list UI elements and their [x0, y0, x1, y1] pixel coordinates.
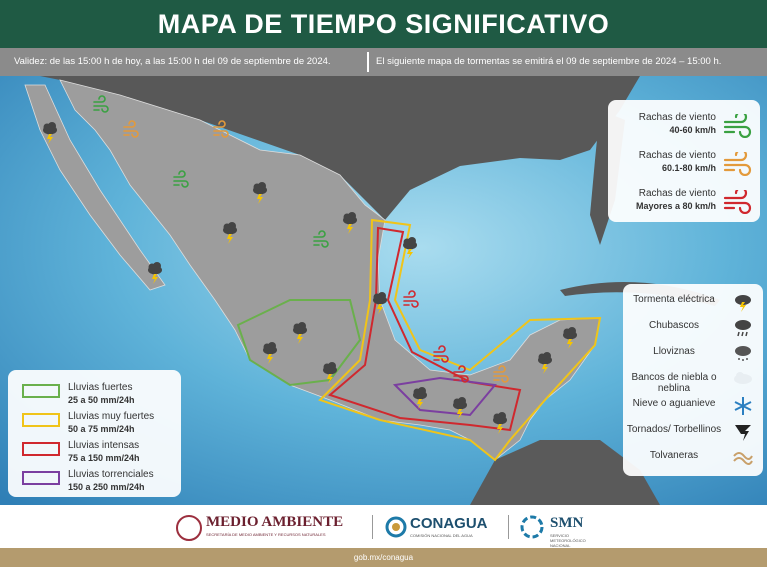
rain-swatch: [22, 384, 60, 398]
phenomena-legend: Tormenta eléctrica Chubascos Lloviznas Banc…: [623, 284, 763, 476]
separator: [508, 515, 509, 539]
wind-range: 40-60 km/h: [669, 125, 716, 135]
zone-yellow: [318, 218, 602, 462]
rain-text: Lluvias fuertes 25 a 50 mm/24h: [68, 382, 188, 407]
validity-left: Validez: de las 15:00 h de hoy, a las 15…: [14, 56, 331, 67]
rain-swatch: [22, 442, 60, 456]
rain-label: Lluvias fuertes: [68, 382, 133, 393]
legend-icon: [722, 148, 752, 181]
legend-icon: [731, 316, 755, 345]
zone-green: [236, 299, 362, 387]
zone-red: [328, 226, 522, 432]
wind-label: Rachas de viento: [638, 188, 716, 199]
rain-text: Lluvias intensas 75 a 150 mm/24h: [68, 440, 188, 465]
logo-sub: COMISIÓN NACIONAL DEL AGUA: [410, 533, 473, 538]
usa: [40, 76, 640, 220]
logo-sub: SERVICIO METEOROLÓGICO NACIONAL: [550, 533, 586, 548]
bottom-bar: gob.mx/conagua: [0, 548, 767, 567]
logo-sub: SECRETARÍA DE MEDIO AMBIENTE Y RECURSOS …: [206, 532, 326, 537]
validity-bar: Validez: de las 15:00 h de hoy, a las 15…: [0, 48, 767, 76]
legend-icon: [722, 110, 752, 143]
logo-icon: [520, 515, 544, 539]
rain-swatch: [22, 471, 60, 485]
rain-text: Lluvias torrenciales 150 a 250 mm/24h: [68, 469, 188, 494]
separator: [367, 52, 369, 72]
rain-range: 150 a 250 mm/24h: [68, 482, 145, 492]
phenomenon-label: Nieve o aguanieve: [632, 398, 716, 409]
legend-icon: [731, 290, 755, 319]
legend-icon: [731, 420, 755, 449]
rain-text: Lluvias muy fuertes 50 a 75 mm/24h: [68, 411, 188, 436]
legend-icon: [731, 342, 755, 371]
phenomenon-label: Tolvaneras: [649, 450, 699, 461]
cuba: [560, 282, 720, 306]
baja-california: [24, 84, 166, 291]
rain-range: 25 a 50 mm/24h: [68, 395, 135, 405]
wind-label: Rachas de viento: [638, 150, 716, 161]
logo-text: CONAGUA: [410, 515, 488, 532]
wind-label: Rachas de viento: [638, 112, 716, 123]
legend-icon: [731, 394, 755, 423]
phenomenon-label: Tormenta eléctrica: [633, 294, 715, 305]
central-america: [470, 440, 660, 505]
logo-text: SMN: [550, 515, 584, 531]
wind-entry: Rachas de viento 60.1-80 km/h: [639, 150, 716, 175]
logo-text: MEDIO AMBIENTE: [206, 514, 344, 530]
wind-legend: Rachas de viento 40-60 km/h Rachas de vien…: [608, 100, 760, 222]
legend-icon: [731, 446, 755, 475]
rain-range: 75 a 150 mm/24h: [68, 453, 140, 463]
logo-icon: [176, 515, 202, 541]
legend-icon: [722, 186, 752, 219]
rain-label: Lluvias muy fuertes: [68, 411, 155, 422]
validity-right: El siguiente mapa de tormentas se emitir…: [376, 56, 722, 67]
rain-label: Lluvias torrenciales: [68, 469, 154, 480]
separator: [372, 515, 373, 539]
rain-swatch: [22, 413, 60, 427]
rain-label: Lluvias intensas: [68, 440, 140, 451]
phenomenon-label: Tornados/ Torbellinos: [626, 424, 722, 435]
rain-range: 50 a 75 mm/24h: [68, 424, 135, 434]
wind-range: Mayores a 80 km/h: [635, 201, 716, 211]
rain-legend: Lluvias fuertes 25 a 50 mm/24h Lluvias muy…: [8, 370, 181, 497]
phenomenon-label: Chubascos: [648, 320, 700, 331]
logo-icon: [385, 516, 407, 538]
title: MAPA DE TIEMPO SIGNIFICATIVO: [0, 0, 767, 48]
legend-icon: [731, 368, 755, 397]
wind-entry: Rachas de viento 40-60 km/h: [639, 112, 716, 137]
phenomenon-label: Bancos de niebla o neblina: [631, 372, 717, 394]
url: gob.mx/conagua: [353, 553, 414, 562]
wind-entry: Rachas de viento Mayores a 80 km/h: [636, 188, 716, 213]
wind-range: 60.1-80 km/h: [661, 163, 716, 173]
footer: MEDIO AMBIENTE SECRETARÍA DE MEDIO AMBIE…: [0, 505, 767, 548]
phenomenon-label: Lloviznas: [653, 346, 695, 357]
zone-purple: [392, 376, 497, 417]
